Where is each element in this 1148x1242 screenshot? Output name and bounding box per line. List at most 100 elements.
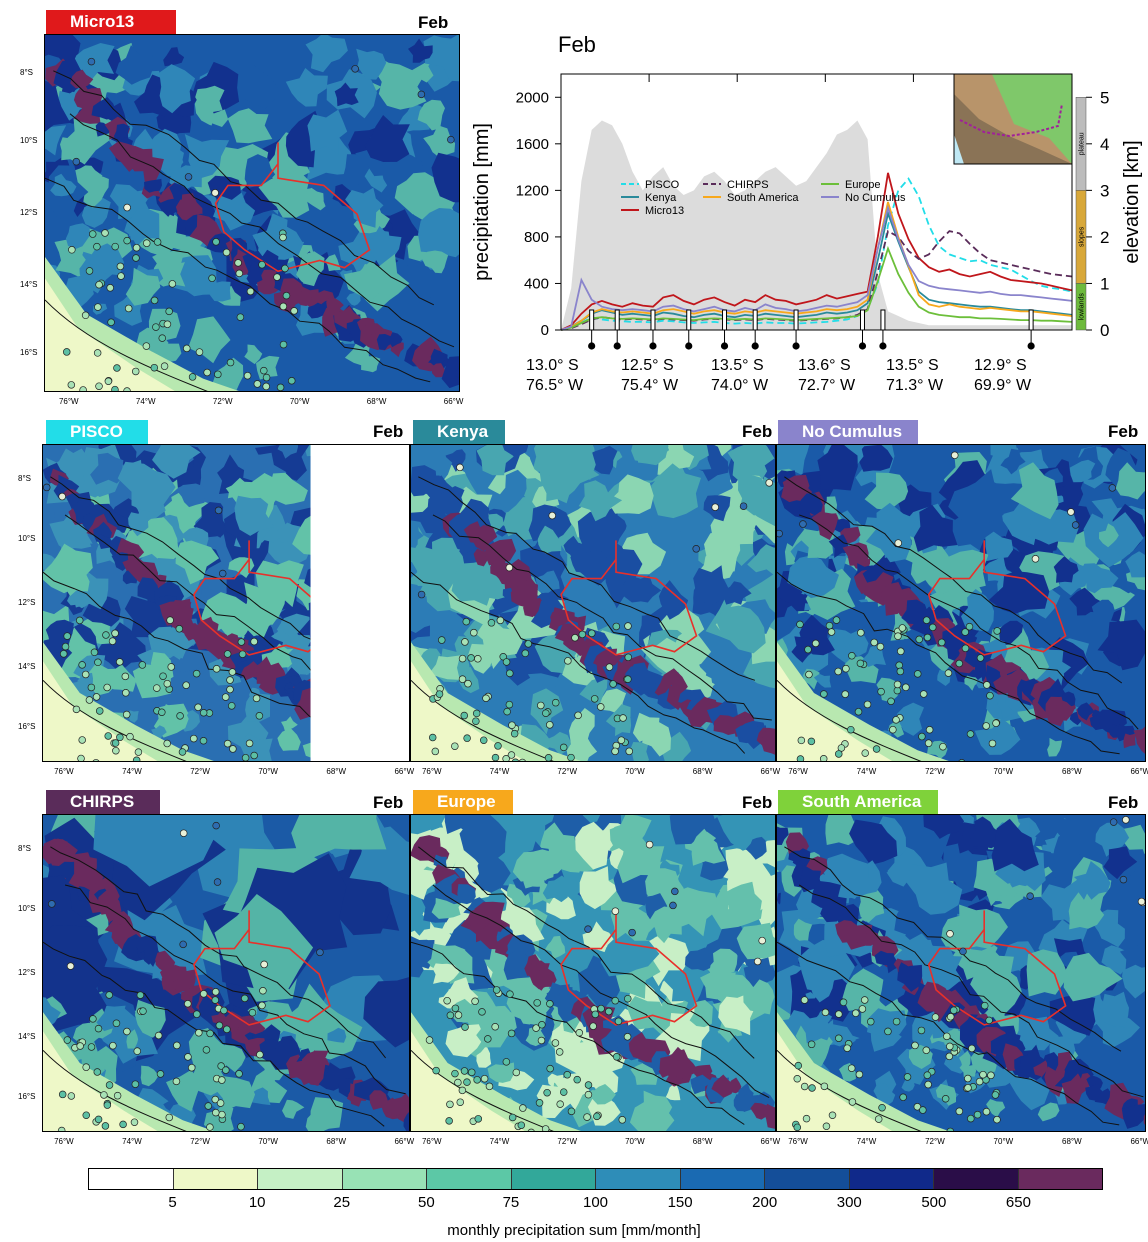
segment-marker — [589, 309, 595, 331]
colorbar-title: monthly precipitation sum [mm/month] — [447, 1222, 701, 1239]
latitude-label: 14°S — [18, 661, 36, 671]
panel-title: No Cumulus — [778, 420, 918, 444]
latitude-label: 14°S — [20, 279, 38, 289]
y-tick-label: 2000 — [516, 89, 549, 106]
longitude-label: 68°W — [366, 397, 387, 406]
panel-title: Kenya — [413, 420, 505, 444]
precipitation-map — [42, 444, 410, 762]
longitude-label: 70°W — [993, 1137, 1014, 1146]
station-markers — [425, 840, 766, 1131]
longitude-label: 66°W — [1130, 1137, 1148, 1146]
map-panel-nocumulus: No Cumulus Feb 76°W 74°W 72°W 70°W 68°W 66°W — [776, 412, 1148, 792]
longitude-label: 72°W — [557, 1137, 578, 1146]
latitude-label: 8°S — [18, 843, 31, 853]
basin-boundary — [560, 540, 698, 656]
map-svg — [45, 35, 459, 391]
map-svg — [777, 815, 1145, 1131]
station-pin-icon — [649, 342, 657, 350]
longitude-label: 76°W — [788, 1137, 808, 1146]
y-tick-label: 1600 — [516, 136, 549, 153]
longitude-label: 76°W — [788, 767, 808, 776]
longitude-label: 74°W — [489, 1137, 510, 1146]
x-tick-lon: 71.3° W — [886, 377, 944, 394]
legend-label: PISCO — [645, 179, 680, 191]
colorbar-tick-label: 25 — [333, 1194, 351, 1211]
colorbar-swatch — [1018, 1169, 1102, 1189]
legend-label: South America — [727, 192, 799, 204]
longitude-label: 74°W — [856, 767, 877, 776]
colorbar-swatch — [934, 1169, 1019, 1189]
station-markers — [417, 463, 773, 761]
precipitation-map — [776, 444, 1146, 762]
series-line-micro13 — [560, 172, 1073, 331]
segment-marker — [793, 309, 799, 331]
colorbar-tick-label: 10 — [248, 1194, 266, 1211]
station-pin-icon — [751, 342, 759, 350]
plot-frame — [560, 73, 1073, 331]
y-tick-label: 0 — [541, 322, 549, 339]
map-panel-pisco: PISCO Feb 8°S 10°S 12°S 14°S 16°S 76°W 74°W 72°W 7… — [0, 412, 414, 792]
y-axis-label: precipitation [mm] — [471, 123, 493, 281]
station-pin-icon — [720, 342, 729, 350]
basin-boundary — [193, 540, 331, 656]
longitude-label: 74°W — [856, 1137, 877, 1146]
longitude-label: 72°W — [190, 1137, 210, 1146]
x-tick-lon: 74.0° W — [711, 377, 769, 394]
colorbar-swatch — [765, 1169, 850, 1189]
colorbar-swatch — [342, 1169, 427, 1189]
series-line-kenya — [560, 210, 1073, 331]
y2-tick-label: 0 — [1100, 321, 1109, 340]
longitude-label: 70°W — [993, 767, 1014, 776]
elevation-band-label: plateau — [1079, 132, 1086, 155]
map-panel-chirps: CHIRPS Feb 8°S 10°S 12°S 14°S 16°S 76°W 74°W 72°W… — [0, 786, 414, 1166]
basin-boundary — [927, 910, 1067, 1026]
longitude-label: 68°W — [692, 1137, 713, 1146]
precipitation-map — [42, 814, 410, 1132]
panel-month-label: Feb — [742, 793, 773, 812]
precipitation-map — [776, 814, 1146, 1132]
colorbar-tick-label: 5 — [168, 1194, 177, 1211]
segment-marker — [614, 309, 620, 331]
longitude-label: 72°W — [190, 767, 210, 776]
colorbar-tick-label: 200 — [752, 1194, 778, 1211]
series-line-south-america — [560, 201, 1073, 331]
colorbar-tick-label: 100 — [582, 1194, 609, 1211]
map-svg — [777, 445, 1145, 761]
no-data-area — [310, 445, 409, 761]
longitude-label: 72°W — [212, 397, 233, 406]
station-pin-icon — [879, 342, 887, 350]
colorbar — [88, 1168, 1103, 1190]
andes-ridge — [411, 835, 775, 1129]
station-pin-icon — [588, 342, 596, 350]
y-tick-label: 800 — [524, 229, 549, 246]
elevation-contours — [777, 476, 1139, 761]
precipitation-profile-chart: 0 400 800 1200 1600 2000 0 1 2 3 4 5 precipitation [… — [466, 28, 1148, 400]
x-tick-lat: 12.9° S — [974, 357, 1027, 374]
latitude-label: 16°S — [18, 722, 36, 732]
map-panel-micro13: Micro13 Feb 8°S 10°S 12°S 14°S 16°S 76°W 74°W 72°… — [0, 0, 470, 420]
y2-tick-label: 1 — [1100, 274, 1109, 293]
elevation-band-label: lowlands — [1079, 293, 1086, 321]
x-tick-lon: 76.5° W — [526, 377, 584, 394]
colorbar-tick-label: 150 — [667, 1194, 693, 1211]
longitude-label: 68°W — [1062, 1137, 1082, 1146]
map-svg — [411, 445, 775, 761]
segment-marker — [686, 309, 692, 331]
longitude-label: 70°W — [289, 397, 310, 406]
longitude-label: 70°W — [258, 767, 278, 776]
profile-svg: 0 400 800 1200 1600 2000 0 1 2 3 4 5 precipitation [… — [471, 73, 1143, 394]
longitude-label: 74°W — [122, 1137, 142, 1146]
series-line-pisco — [560, 177, 1073, 331]
basin-boundary — [560, 910, 698, 1026]
longitude-label: 72°W — [925, 1137, 945, 1146]
colorbar-swatch — [511, 1169, 596, 1189]
longitude-label: 68°W — [326, 1137, 347, 1146]
segment-marker — [650, 309, 656, 331]
legend-label: CHIRPS — [727, 179, 769, 191]
longitude-label: 66°W — [443, 397, 464, 406]
panel-month-label: Feb — [742, 422, 773, 441]
map-svg — [411, 815, 775, 1131]
panel-month-label: Feb — [373, 422, 404, 441]
segment-marker — [880, 309, 886, 331]
longitude-label: 76°W — [58, 397, 79, 406]
